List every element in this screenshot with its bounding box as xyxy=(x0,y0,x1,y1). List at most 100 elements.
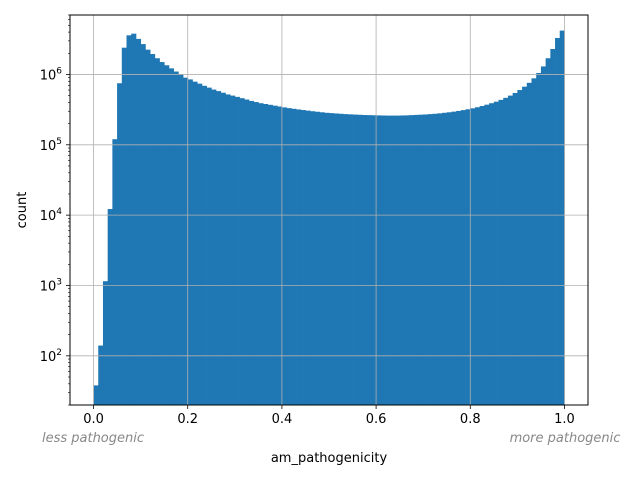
histogram-bar xyxy=(192,81,198,406)
histogram-bar xyxy=(197,83,203,406)
x-tick-label: 0.6 xyxy=(366,412,387,427)
histogram-bar xyxy=(300,110,306,405)
histogram-bar xyxy=(366,115,372,405)
histogram-bar xyxy=(399,115,405,406)
histogram-bar xyxy=(465,109,471,405)
histogram-bar xyxy=(413,114,419,405)
histogram-bar xyxy=(281,107,288,405)
histogram-bar xyxy=(329,113,335,406)
histogram-bar xyxy=(220,92,226,406)
histogram-bar xyxy=(493,101,499,405)
x-axis-ticks: 0.0 0.2 0.4 0.6 0.8 1.0 xyxy=(83,405,575,427)
histogram-bars xyxy=(93,30,565,406)
histogram-bar xyxy=(545,58,551,406)
histogram-bar xyxy=(173,71,179,405)
y-axis-label: count xyxy=(15,192,30,229)
histogram-bar xyxy=(126,35,132,405)
histogram-bar xyxy=(536,72,542,406)
histogram-bar xyxy=(427,114,433,406)
histogram-bar xyxy=(154,58,160,406)
histogram-bar xyxy=(112,139,118,405)
histogram-bar xyxy=(474,107,481,405)
histogram-bar xyxy=(291,108,297,405)
x-tick-label: 0.4 xyxy=(272,412,293,427)
histogram-bar xyxy=(187,79,193,405)
histogram-bar xyxy=(305,110,311,405)
histogram-bar xyxy=(121,47,127,405)
histogram-bar xyxy=(248,100,255,405)
histogram-bar xyxy=(239,98,245,406)
histogram-bar xyxy=(550,49,556,405)
histogram-bar xyxy=(286,108,292,405)
histogram-bar xyxy=(385,115,391,405)
histogram-bar xyxy=(517,90,523,406)
histogram-bar xyxy=(357,114,363,405)
histogram-bar xyxy=(460,110,466,405)
histogram-bar xyxy=(409,115,415,405)
histogram-bar xyxy=(489,103,495,405)
histogram-bar xyxy=(503,97,509,405)
x-tick-label: 0.8 xyxy=(460,412,481,427)
histogram-bar xyxy=(347,114,353,405)
histogram-bar xyxy=(390,115,396,405)
histogram-bar xyxy=(164,65,170,405)
x-axis-label: am_pathogenicity xyxy=(271,451,388,466)
histogram-bar xyxy=(310,111,316,405)
histogram-bar xyxy=(479,106,485,405)
histogram-bar xyxy=(526,82,532,405)
histogram-bar xyxy=(418,114,424,406)
x-tick-label: 0.2 xyxy=(177,412,198,427)
plot-area-frame xyxy=(69,14,589,406)
grid-lines xyxy=(70,15,588,405)
histogram-bar xyxy=(215,91,222,405)
histogram-bar xyxy=(145,49,151,406)
x-tick-label: 0.0 xyxy=(83,412,104,427)
histogram-bar xyxy=(319,112,325,406)
histogram-bar xyxy=(531,78,537,405)
histogram-bar xyxy=(442,112,448,406)
histogram-bar xyxy=(559,30,565,406)
histogram-bar xyxy=(102,281,109,405)
histogram-bar xyxy=(555,37,561,405)
histogram-bar xyxy=(470,108,476,405)
histogram-bar xyxy=(135,38,142,405)
histogram-bar xyxy=(244,99,250,405)
histogram-bar xyxy=(234,96,240,406)
histogram-bar xyxy=(451,111,457,405)
histogram-bar xyxy=(230,95,236,406)
histogram-bar xyxy=(159,62,165,406)
histogram-bar xyxy=(404,115,410,406)
histogram-bar xyxy=(267,104,273,405)
right-annotation: more pathogenic xyxy=(510,431,621,446)
histogram-bar xyxy=(107,209,113,405)
histogram-bar xyxy=(352,114,358,405)
histogram-bar xyxy=(117,83,123,406)
histogram-bar xyxy=(263,104,269,405)
histogram-bar xyxy=(394,115,401,405)
histogram-bar xyxy=(371,115,377,405)
histogram-bar xyxy=(131,33,137,405)
histogram-bar xyxy=(540,66,547,406)
histogram-bar xyxy=(93,385,99,405)
histogram-bar xyxy=(183,77,189,406)
histogram-bar xyxy=(437,113,443,405)
x-tick-label: 1.0 xyxy=(554,412,575,427)
left-annotation: less pathogenic xyxy=(42,431,144,446)
histogram-bar xyxy=(258,103,264,405)
histogram-bar xyxy=(211,89,217,406)
histogram-bar xyxy=(338,113,344,405)
histogram-bar xyxy=(507,95,514,406)
histogram-bar xyxy=(343,114,349,406)
histogram-bar xyxy=(98,345,104,405)
histogram-bar xyxy=(423,114,429,405)
histogram-bar xyxy=(168,68,174,406)
histogram-bar xyxy=(253,102,259,405)
histogram-bar xyxy=(333,113,339,405)
histogram-bar xyxy=(225,94,231,406)
histogram-bar xyxy=(376,115,382,406)
histogram-bar xyxy=(150,54,156,406)
histogram-bar xyxy=(272,105,278,405)
histogram-bar xyxy=(380,115,386,406)
histogram-bar xyxy=(498,99,504,405)
